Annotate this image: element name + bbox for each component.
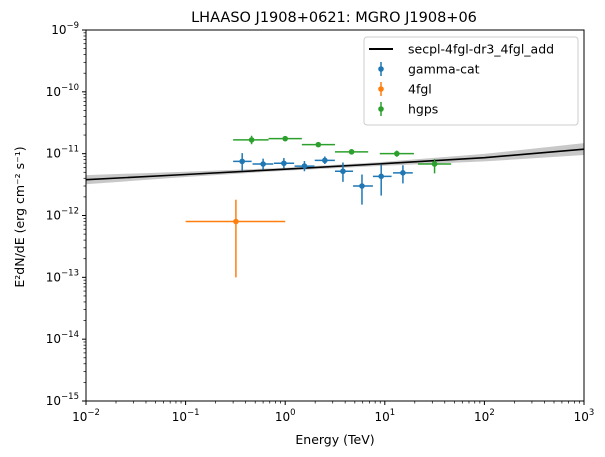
x-axis-label: Energy (TeV)	[295, 432, 374, 447]
tick-label: 10−10	[46, 83, 79, 99]
data-point	[233, 218, 239, 225]
data-point	[359, 183, 365, 189]
model-line	[85, 148, 585, 181]
series-gamma-cat	[233, 153, 413, 205]
data-point	[315, 141, 322, 148]
legend: secpl-4fgl-dr3_4fgl_add gamma-cat 4fgl hgps	[363, 36, 579, 126]
tick-label: 101	[374, 408, 395, 424]
chart-title: LHAASO J1908+0621: MGRO J1908+06	[191, 10, 477, 26]
series-hgps	[233, 135, 452, 174]
data-point	[348, 149, 355, 155]
y-axis-label: E²dN/dE (erg cm⁻² s⁻¹)	[12, 146, 27, 287]
tick-label: 100	[275, 408, 296, 424]
data-point	[340, 168, 346, 175]
plot-area	[85, 135, 585, 278]
legend-marker-point	[378, 86, 384, 92]
series-4fgl	[185, 199, 286, 278]
data-point	[400, 170, 406, 176]
data-point	[281, 160, 287, 167]
legend-label-hgps: hgps	[408, 102, 438, 117]
data-point	[378, 173, 384, 180]
tick-label: 10−13	[46, 268, 79, 284]
tick-label: 10−15	[46, 392, 79, 408]
legend-marker-point	[378, 66, 384, 72]
data-point	[322, 157, 328, 164]
data-point	[301, 163, 308, 169]
x-axis: 10−2 10−1 100 101 102 103	[72, 401, 594, 424]
legend-marker-point	[378, 106, 384, 112]
tick-label: 10−12	[46, 207, 79, 223]
model-confidence-band	[86, 143, 584, 185]
tick-label: 10−14	[46, 330, 79, 346]
tick-label: 10−11	[46, 145, 79, 161]
tick-label: 10−2	[72, 408, 100, 424]
tick-label: 103	[574, 408, 595, 424]
legend-label-4fgl: 4fgl	[408, 82, 432, 97]
tick-label: 10−9	[51, 21, 79, 37]
y-axis: 10−15 10−14 10−13 10−12 10−11 10−10 10−9	[46, 21, 86, 408]
legend-label-gamma-cat: gamma-cat	[408, 62, 480, 77]
data-point	[282, 135, 289, 142]
data-point	[260, 161, 266, 167]
data-point	[248, 137, 255, 143]
legend-box	[363, 36, 579, 126]
data-point	[431, 161, 438, 167]
data-point	[239, 158, 245, 165]
tick-label: 102	[474, 408, 495, 424]
legend-label-model: secpl-4fgl-dr3_4fgl_add	[408, 42, 554, 57]
data-point	[394, 150, 400, 157]
tick-label: 10−1	[172, 408, 200, 424]
